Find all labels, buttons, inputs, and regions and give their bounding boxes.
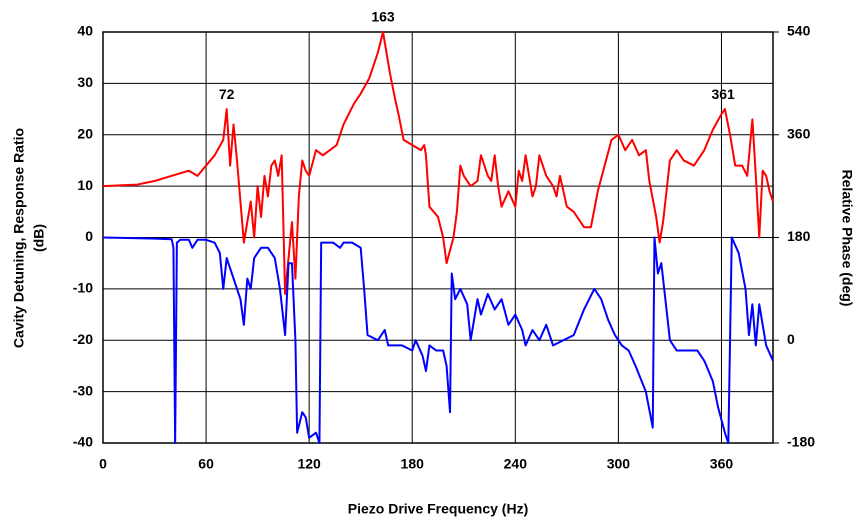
x-tick-label: 60 — [198, 456, 214, 472]
y-axis-label: Cavity Detuning, Response Ratio — [11, 128, 27, 348]
x-tick-label: 360 — [710, 456, 734, 472]
x-tick-label: 240 — [504, 456, 528, 472]
data-line — [102, 31, 774, 296]
y-tick-label: -20 — [73, 331, 93, 347]
x-tick-label: 0 — [99, 456, 107, 472]
data-line — [102, 236, 774, 444]
x-axis-label: Piezo Drive Frequency (Hz) — [348, 501, 529, 517]
y2-tick-label: 360 — [787, 125, 811, 141]
x-tick-label: 120 — [297, 456, 321, 472]
y-tick-label: 10 — [77, 177, 93, 193]
y-tick-label: -40 — [73, 434, 93, 450]
y-tick-label: 20 — [77, 125, 93, 141]
annotation: 361 — [711, 86, 735, 102]
y-tick-label: -30 — [73, 382, 93, 398]
y-tick-label: 30 — [77, 74, 93, 90]
x-tick-label: 180 — [401, 456, 425, 472]
annotation: 163 — [371, 9, 395, 25]
y-tick-label: 0 — [85, 228, 93, 244]
y-axis-label: (dB) — [31, 224, 47, 252]
x-tick-label: 300 — [607, 456, 631, 472]
y2-tick-label: 180 — [787, 228, 811, 244]
y2-tick-label: 0 — [787, 331, 795, 347]
y2-tick-label: 540 — [787, 23, 811, 39]
y2-axis-label: Relative Phase (deg) — [839, 170, 855, 307]
y2-tick-label: -180 — [787, 434, 815, 450]
annotation: 72 — [219, 86, 235, 102]
y-tick-label: 40 — [77, 23, 93, 39]
y-tick-label: -10 — [73, 280, 93, 296]
